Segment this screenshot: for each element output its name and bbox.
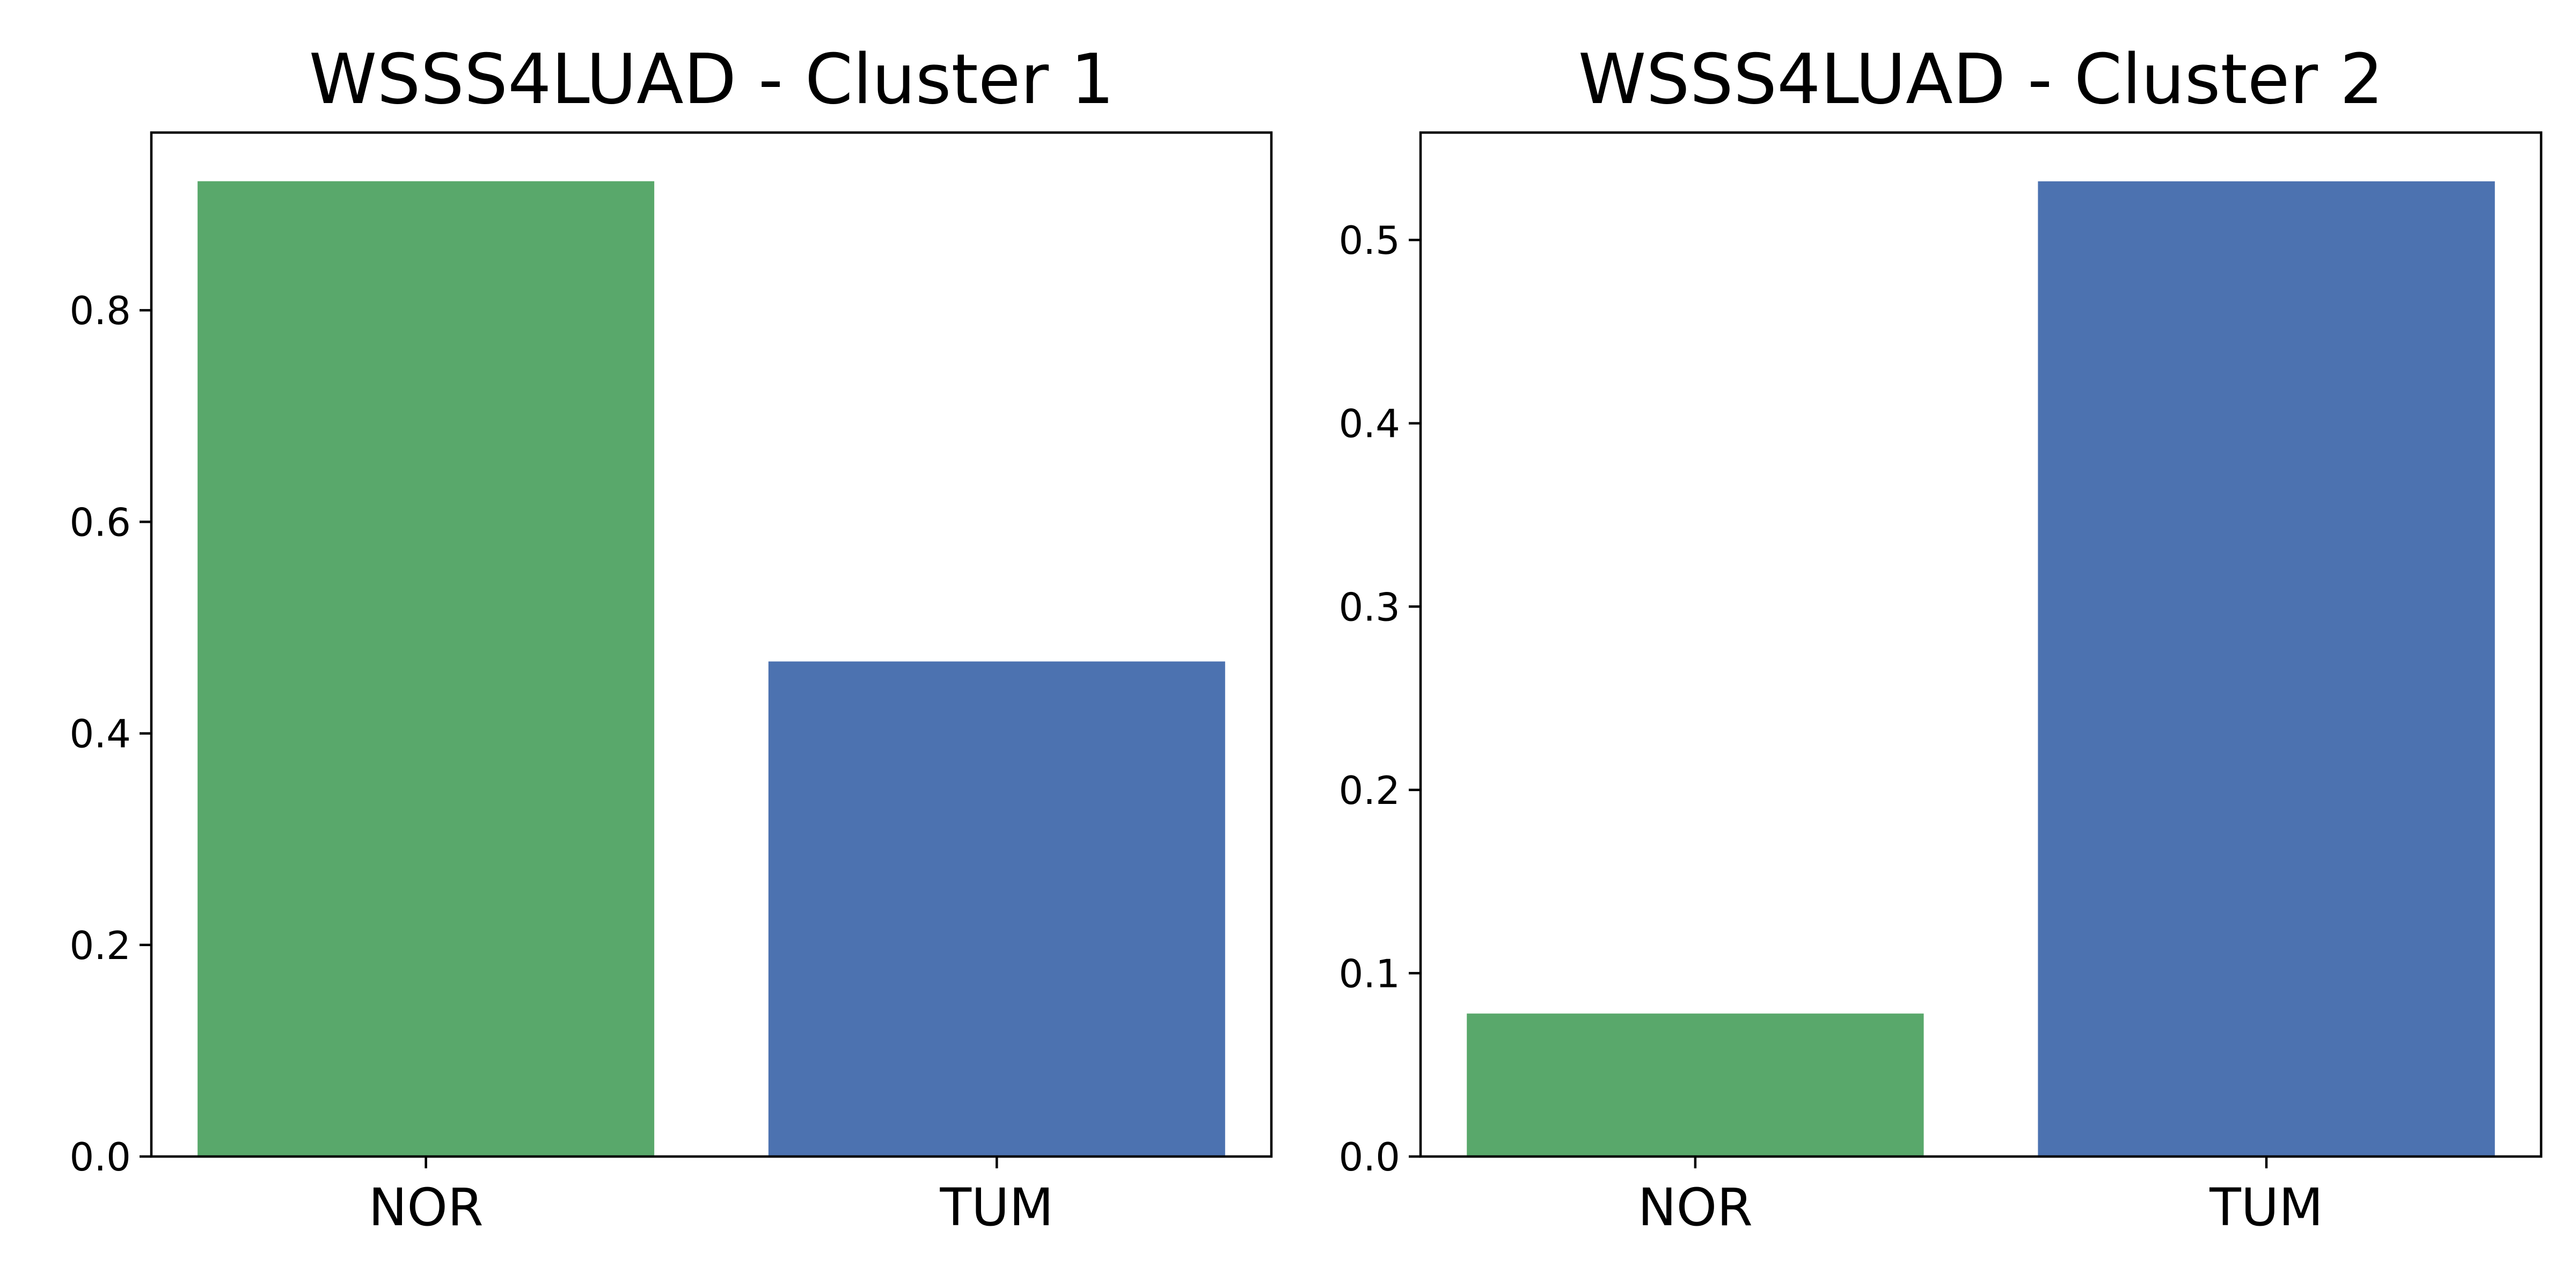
y-tick-label: 0.4 (69, 712, 131, 757)
y-tick-label: 0.2 (69, 923, 131, 968)
x-tick-label: NOR (1638, 1177, 1753, 1238)
y-tick-label: 0.6 (69, 500, 131, 545)
chart-title: WSSS4LUAD - Cluster 1 (309, 40, 1115, 120)
x-tick-label: TUM (2209, 1177, 2323, 1238)
y-tick-label: 0.1 (1338, 951, 1400, 996)
x-axis: NOR TUM (369, 1157, 1053, 1238)
y-axis: 0.0 0.1 0.2 0.3 0.4 0.5 (1338, 218, 1421, 1180)
x-tick-label: TUM (939, 1177, 1053, 1238)
y-tick-label: 0.3 (1338, 584, 1400, 630)
bar-nor (197, 181, 655, 1157)
x-tick-label: NOR (369, 1177, 484, 1238)
chart-panel-cluster-1: WSSS4LUAD - Cluster 1 0.0 0.2 0.4 0.6 0.8 NO… (69, 40, 1273, 1238)
y-tick-label: 0.4 (1338, 401, 1400, 447)
bar-tum (768, 661, 1225, 1157)
chart-panel-cluster-2: WSSS4LUAD - Cluster 2 0.0 0.1 0.2 0.3 0.4 0.5… (1338, 40, 2543, 1238)
y-tick-label: 0.0 (69, 1135, 131, 1180)
bar-tum (2038, 181, 2495, 1157)
bars-group (1467, 181, 2495, 1157)
bar-nor (1467, 1013, 1924, 1157)
y-tick-label: 0.2 (1338, 768, 1400, 813)
y-tick-label: 0.5 (1338, 218, 1400, 263)
plot-frame (150, 131, 1273, 1158)
y-axis: 0.0 0.2 0.4 0.6 0.8 (69, 288, 151, 1180)
y-tick-label: 0.8 (69, 288, 131, 333)
bars-group (197, 181, 1225, 1157)
y-tick-label: 0.0 (1338, 1135, 1400, 1180)
chart-title: WSSS4LUAD - Cluster 2 (1578, 40, 2384, 120)
x-axis: NOR TUM (1638, 1157, 2323, 1238)
plot-frame (1419, 131, 2543, 1158)
